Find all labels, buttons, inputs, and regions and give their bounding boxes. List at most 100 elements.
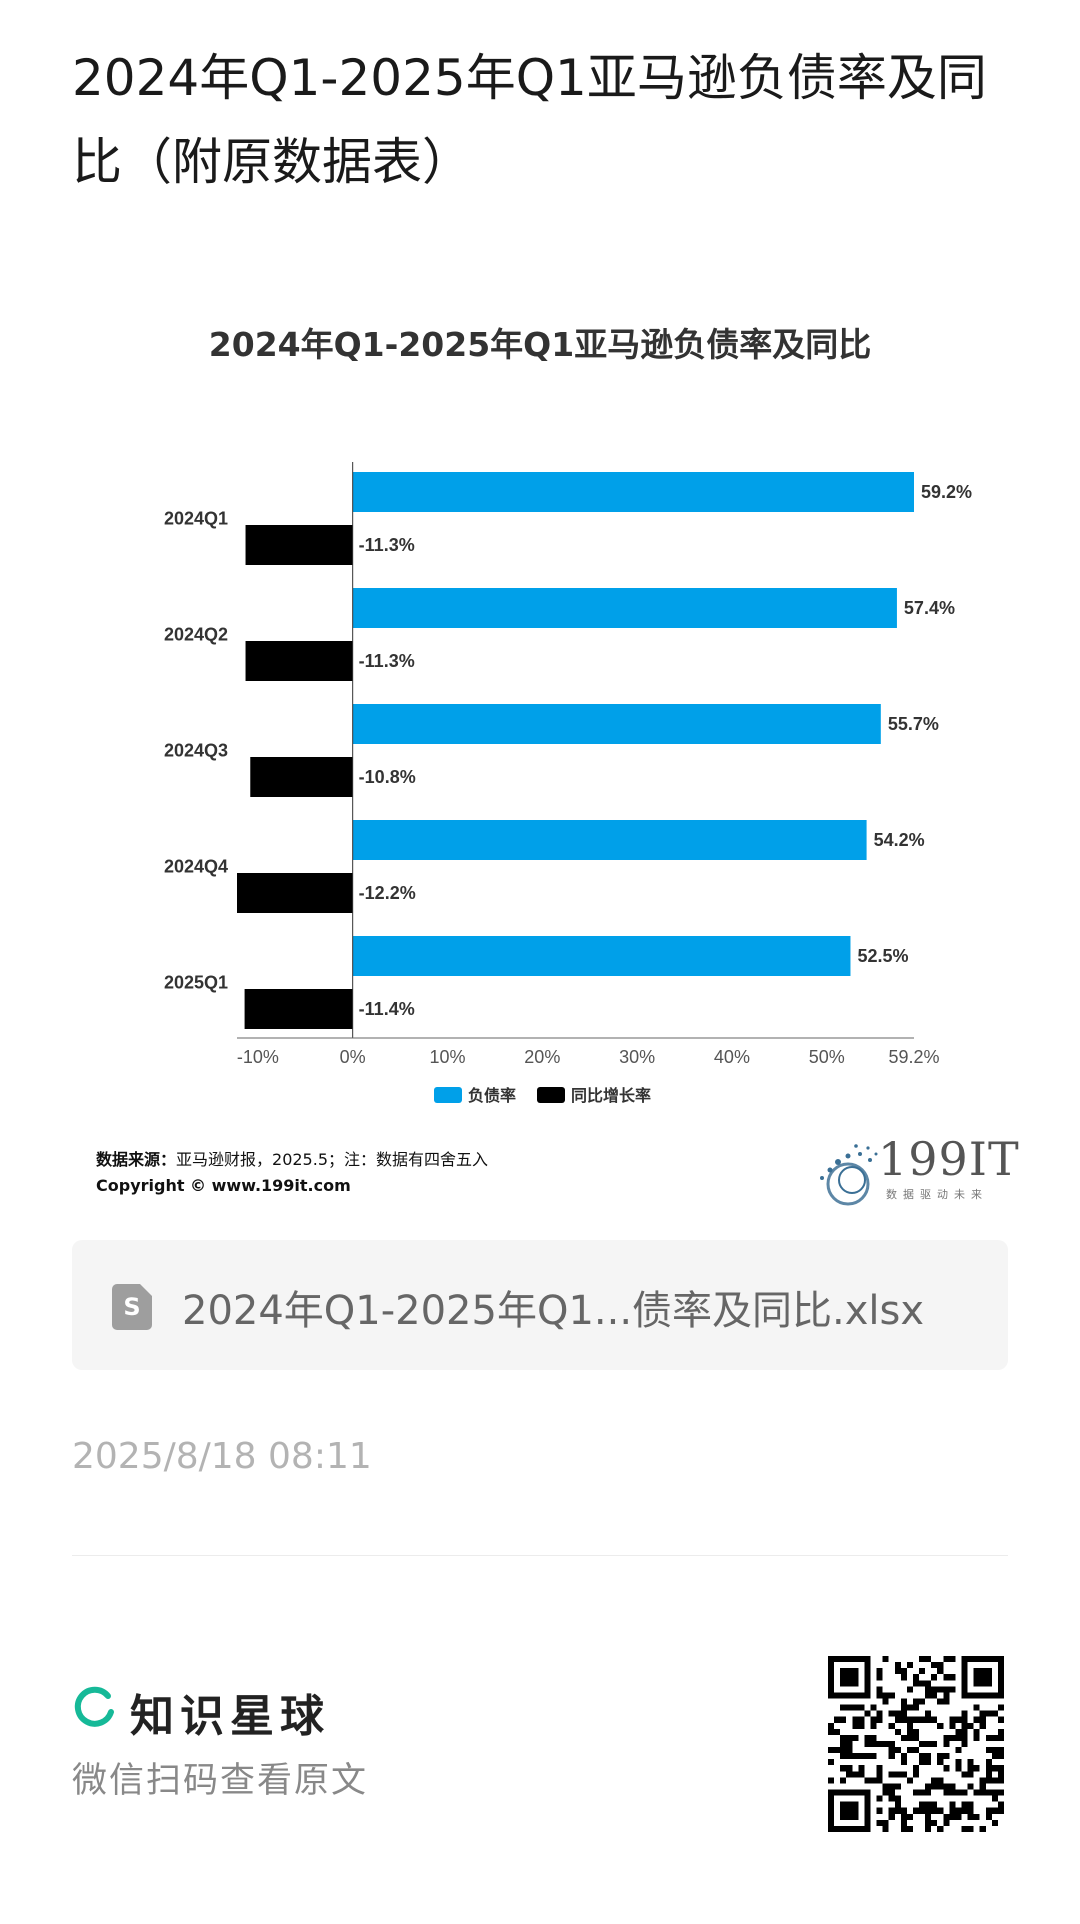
qr-module	[912, 1747, 920, 1754]
bar-yoy-growth	[245, 641, 353, 681]
qr-module	[943, 1734, 950, 1741]
qr-module	[955, 1716, 962, 1723]
qr-module	[882, 1783, 889, 1790]
qr-module	[870, 1740, 877, 1748]
qr-module	[937, 1753, 944, 1760]
qr-module	[943, 1674, 950, 1681]
qr-module	[882, 1789, 889, 1796]
bar-debt-ratio	[352, 588, 897, 628]
qr-module	[943, 1692, 950, 1699]
qr-module	[876, 1740, 883, 1748]
qr-module	[937, 1698, 944, 1705]
qr-module	[888, 1783, 895, 1790]
qr-module	[955, 1734, 962, 1741]
qr-module	[979, 1716, 986, 1723]
qr-module	[943, 1765, 950, 1772]
attachment-file-name[interactable]: 2024年Q1-2025年Q1...债率及同比.xlsx	[182, 1288, 925, 1334]
qr-module	[919, 1698, 926, 1705]
qr-module	[888, 1747, 895, 1754]
qr-module	[973, 1765, 980, 1772]
qr-module	[979, 1722, 986, 1729]
legend-swatch	[537, 1087, 565, 1103]
qr-module	[943, 1753, 950, 1760]
qr-module	[967, 1783, 974, 1790]
qr-module	[852, 1771, 859, 1778]
qr-module	[949, 1722, 956, 1729]
qr-module	[876, 1819, 883, 1826]
qr-module	[864, 1740, 871, 1748]
qr-module	[937, 1722, 944, 1729]
qr-module	[967, 1801, 974, 1808]
qr-module	[985, 1813, 992, 1820]
qr-module	[894, 1807, 901, 1814]
qr-finder-core	[973, 1668, 992, 1687]
qr-module	[870, 1722, 877, 1729]
qr-module	[894, 1783, 901, 1790]
data-label-debt-ratio: 59.2%	[921, 482, 972, 502]
qr-module	[876, 1668, 883, 1675]
post-timestamp: 2025/8/18 08:11	[72, 1436, 372, 1477]
qr-module	[931, 1777, 938, 1784]
qr-code-icon[interactable]	[828, 1656, 1004, 1832]
qr-module	[894, 1747, 901, 1754]
qr-module	[828, 1777, 835, 1784]
qr-module	[906, 1716, 913, 1723]
category-label: 2025Q1	[164, 973, 228, 993]
qr-module	[937, 1662, 944, 1669]
qr-module	[882, 1692, 889, 1699]
qr-module	[955, 1807, 962, 1814]
qr-module	[997, 1789, 1004, 1796]
qr-module	[967, 1813, 974, 1820]
qr-module	[864, 1734, 871, 1741]
qr-module	[973, 1728, 980, 1735]
qr-module	[912, 1734, 920, 1741]
qr-module	[931, 1801, 938, 1808]
qr-module	[973, 1704, 980, 1711]
qr-module	[906, 1734, 913, 1741]
qr-module	[906, 1777, 913, 1784]
qr-module	[870, 1734, 877, 1741]
qr-module	[925, 1753, 932, 1760]
qr-module	[834, 1747, 841, 1754]
x-tick-label: 20%	[524, 1047, 560, 1067]
qr-finder-core	[840, 1668, 859, 1687]
qr-module	[997, 1807, 1004, 1814]
bar-debt-ratio	[352, 472, 914, 512]
qr-module	[991, 1747, 998, 1754]
qr-module	[834, 1716, 841, 1723]
qr-module	[852, 1716, 859, 1723]
qr-module	[828, 1728, 835, 1735]
qr-module	[991, 1777, 998, 1784]
qr-module	[937, 1777, 944, 1784]
qr-module	[900, 1807, 907, 1814]
attachment-file-card[interactable]: S 2024年Q1-2025年Q1...债率及同比.xlsx	[72, 1240, 1008, 1370]
qr-module	[925, 1680, 932, 1687]
qr-module	[900, 1710, 907, 1717]
qr-module	[846, 1753, 853, 1760]
legend-label: 同比增长率	[571, 1086, 651, 1105]
qr-module	[912, 1680, 920, 1687]
category-label: 2024Q1	[164, 509, 228, 529]
qr-module	[943, 1783, 950, 1790]
qr-module	[912, 1716, 920, 1723]
data-label-yoy-growth: -11.3%	[359, 651, 415, 671]
qr-module	[882, 1819, 889, 1826]
qr-module	[846, 1704, 853, 1711]
page-title: 2024年Q1-2025年Q1亚马逊负债率及同比（附原数据表）	[72, 49, 987, 191]
qr-module	[900, 1674, 907, 1681]
qr-module	[882, 1740, 889, 1748]
qr-module	[858, 1704, 865, 1711]
qr-module	[876, 1771, 883, 1778]
qr-module	[870, 1753, 877, 1760]
qr-module	[967, 1825, 974, 1832]
qr-module	[864, 1777, 871, 1784]
qr-module	[991, 1765, 998, 1772]
bar-yoy-growth	[245, 525, 353, 565]
qr-module	[888, 1771, 895, 1778]
qr-module	[852, 1734, 859, 1741]
qr-module	[979, 1789, 986, 1796]
qr-module	[888, 1740, 895, 1748]
qr-module	[858, 1722, 865, 1729]
qr-module	[949, 1789, 956, 1796]
category-label: 2024Q2	[164, 625, 228, 645]
